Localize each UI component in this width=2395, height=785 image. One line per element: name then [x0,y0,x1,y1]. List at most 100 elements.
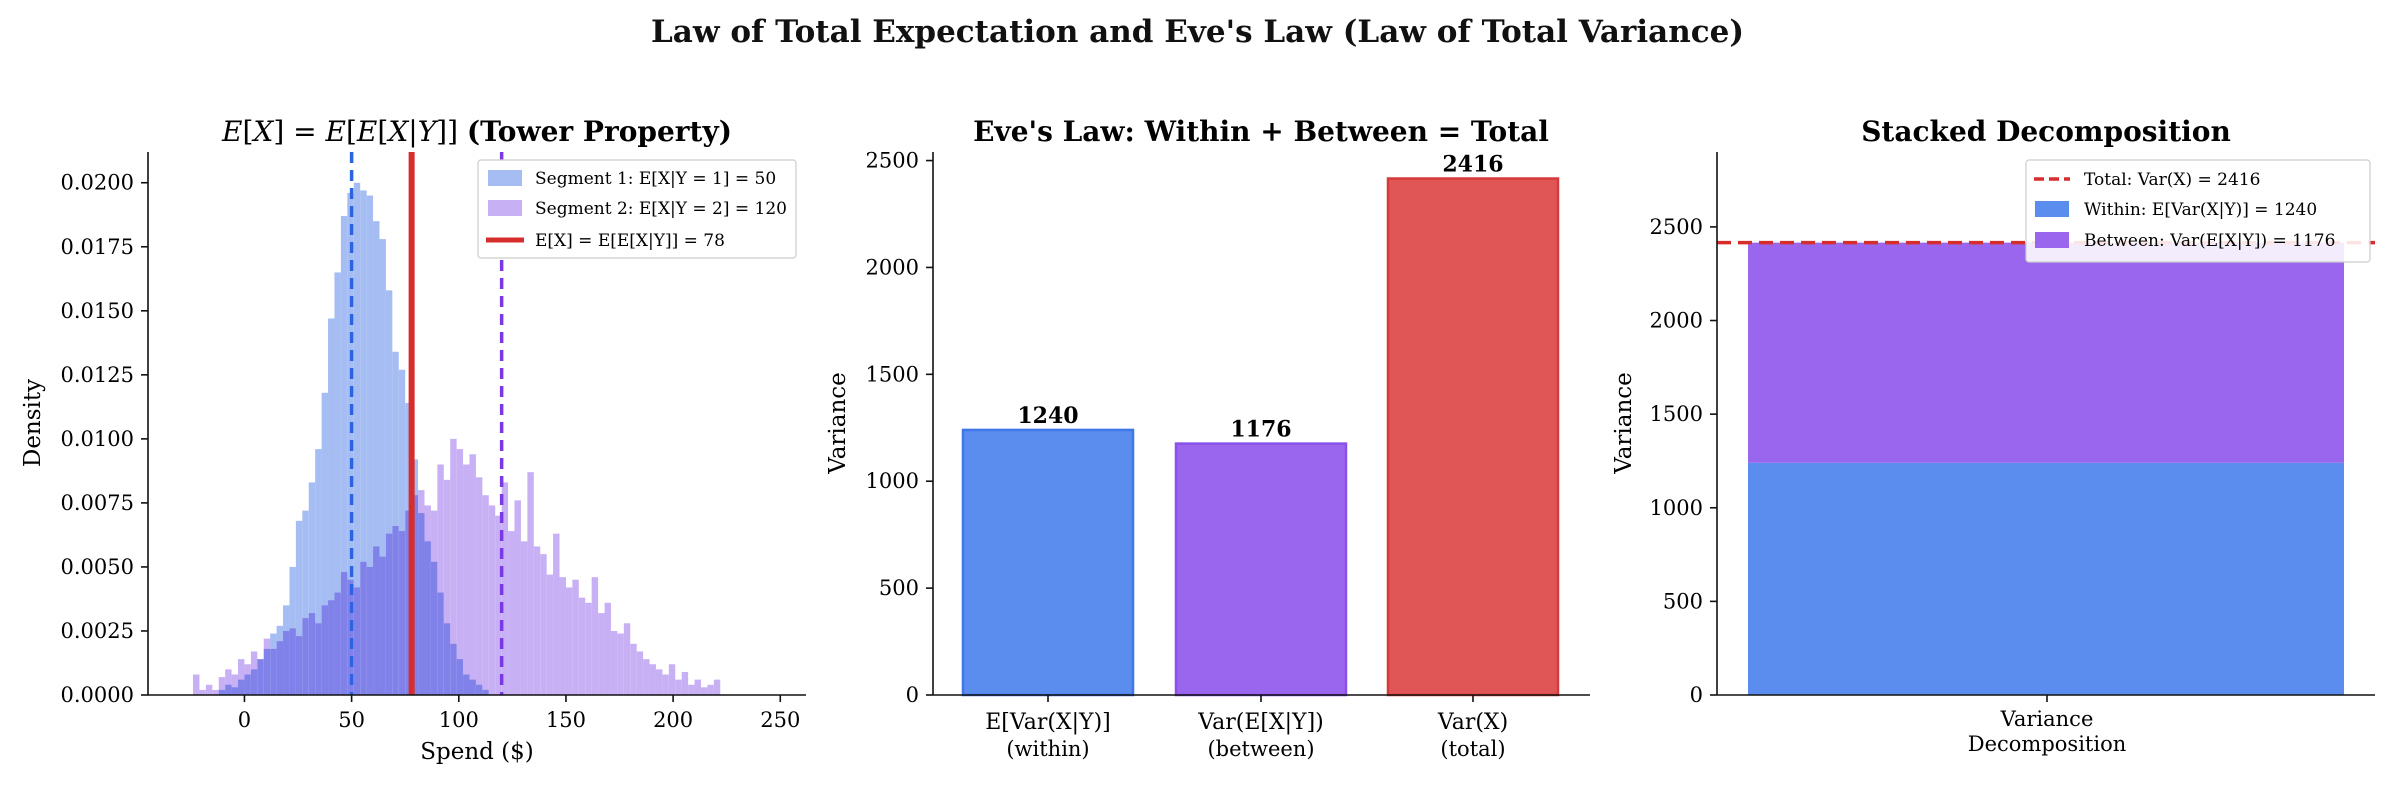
x-tick-label: 50 [338,708,365,732]
legend: Total: Var(X) = 2416 Within: E[Var(X|Y)]… [2025,159,2371,263]
x-tick-label-line1: Var(X) [1437,710,1508,735]
x-axis-label: Spend ($) [420,739,534,765]
panel1-title: E[X] = E[E[X|Y]] (Tower Property) [221,115,732,148]
histogram-bar-segment2 [411,495,419,695]
histogram-bar-segment1 [334,272,341,695]
histogram-bar-segment1 [308,482,316,695]
histogram-bar-segment2 [340,572,348,695]
histogram-bar-segment2 [610,630,618,695]
y-tick-label: 0.0025 [61,619,134,643]
histogram-bar-segment2 [578,597,586,695]
histogram-bar-segment2 [495,515,502,695]
histogram-bar-segment2 [520,541,528,695]
legend-item-between: Between: Var(E[X|Y]) = 1176 [2084,231,2335,251]
histogram-bar-segment2 [700,687,708,695]
bar-value-label: 1176 [1230,417,1291,443]
histogram-bar-segment2 [585,602,592,695]
histogram-bar-segment2 [559,577,566,695]
histogram-bar-segment2 [424,505,431,695]
legend-item-segment1: Segment 1: E[X|Y = 1] = 50 [535,169,776,189]
histogram-bar-segment1 [373,221,380,696]
histogram-bar-segment1 [295,520,303,695]
histogram-bar-segment2 [263,638,271,695]
legend-frame [477,159,797,259]
legend-item-overall-mean: E[X] = E[E[X|Y]] = 78 [535,231,725,251]
histogram-bar-segment2 [450,438,457,695]
legend-item-segment2: Segment 2: E[X|Y = 2] = 120 [535,199,787,219]
histogram-bar-segment2 [675,679,682,695]
histogram-bar-segment2 [308,613,316,695]
y-tick-label: 0.0200 [61,171,134,195]
histogram-bar-segment2 [289,628,296,695]
figure-title: Law of Total Expectation and Eve's Law (… [650,14,1745,50]
y-tick-label: 0.0000 [61,683,134,707]
histogram-bar-segment2 [250,651,258,695]
histogram-bar-segment1 [379,239,386,695]
histogram-bar-segment1 [360,190,367,696]
histogram-bar-segment2 [418,490,425,695]
x-tick-labels: E[Var(X|Y)](within) Var(E[X|Y])(between) V… [985,695,1508,761]
histogram-bar-segment2 [379,556,386,695]
histogram-bar-segment2 [456,449,464,695]
histogram-bar-segment2 [295,636,303,695]
histogram-bar-segment2 [533,546,541,695]
y-ticks: 0 500 1000 1500 2000 2500 [1650,215,1717,707]
x-ticks: 0 50 100 150 200 250 [238,695,800,732]
legend-swatch-between [2035,232,2069,248]
y-tick-label: 2500 [866,149,919,173]
histogram-bar-segment2 [475,477,483,695]
legend: Segment 1: E[X|Y = 1] = 50 Segment 2: E[… [477,159,797,259]
panel3-title: Stacked Decomposition [1861,115,2231,148]
histogram-bar-segment2 [205,684,213,695]
between-segment [1748,242,2344,463]
histogram-bar-segment1 [315,449,322,695]
histogram-bar-segment2 [373,546,380,695]
histogram-bar-segment2 [385,533,393,695]
within-segment [1748,462,2344,695]
histogram-bar-segment2 [443,479,451,695]
histogram-bar-segment2 [508,531,515,695]
histogram-bar-segment2 [360,561,367,695]
eves-law-panel: 1240 1176 2416 0 500 1000 1500 2000 2500 E[Var(… [825,115,1590,761]
x-tick-label: 150 [546,708,586,732]
histogram-bar-segment2 [553,533,560,695]
histogram-bar-segment2 [662,674,669,695]
histogram-bar-segment1 [328,318,335,695]
y-ticks: 0.0000 0.0025 0.0050 0.0075 0.0100 0.0125 0.01… [61,171,148,707]
y-tick-label: 0 [1690,683,1703,707]
histogram-bar-segment2 [681,671,689,695]
y-tick-label: 0.0125 [61,363,134,387]
y-tick-label: 0.0100 [61,427,134,451]
x-tick-label-line2: (between) [1207,737,1314,761]
histogram-bar-segment2 [225,669,232,695]
y-tick-label: 2000 [1650,309,1703,333]
histogram-bar-segment2 [366,566,374,695]
x-tick-label-line2: (within) [1006,737,1089,761]
x-tick-label: 100 [439,708,479,732]
histogram-bar-segment2 [276,641,284,695]
stacked-panel: 0 500 1000 1500 2000 2500 Variance Decomposit… [1611,115,2375,756]
histogram-bar-segment2 [238,659,245,695]
histogram-bar-segment2 [328,600,335,695]
x-tick-label: 250 [760,708,800,732]
histogram-bar-segment2 [199,689,206,695]
histogram-bar-segment2 [353,587,361,695]
y-tick-label: 0.0175 [61,235,134,259]
x-tick-label: 0 [238,708,251,732]
histogram-bar-segment2 [617,633,624,695]
histogram-bar-segment2 [636,651,644,695]
histogram-bar-segment2 [212,689,219,695]
histogram-bar-segment2 [270,648,277,695]
y-tick-label: 1000 [866,469,919,493]
histogram-bar-segment2 [546,574,554,695]
legend-swatch-segment1 [488,170,522,186]
histogram-bar-segment2 [694,679,701,695]
histogram-bar-segment2 [302,618,309,695]
histogram-bar-segment2 [193,674,200,695]
bar-value-label: 1240 [1017,403,1078,429]
histogram-bar-segment2 [437,464,444,695]
histogram-bar-segment2 [315,623,322,695]
histogram-bar-segment2 [713,679,721,695]
histogram-bar-segment2 [218,677,226,695]
